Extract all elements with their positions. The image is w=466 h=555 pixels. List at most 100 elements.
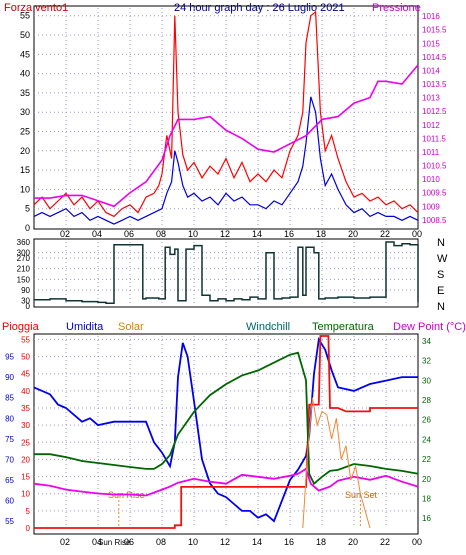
x-tick-label: 04: [92, 229, 102, 239]
x-tick-label: 06: [124, 537, 134, 547]
y-tick-label-direction: 300: [17, 249, 31, 258]
y-tick-label-pressure: 1011.5: [422, 134, 446, 143]
y-tick-label-rain: 30: [21, 421, 30, 430]
y-tick-label-temperature: 24: [422, 435, 431, 444]
x-tick-label: 06: [124, 229, 134, 239]
y-tick-label-temperature: 18: [422, 494, 431, 503]
chart-title: 24 hour graph day : 26 Luglio 2021: [174, 2, 345, 14]
y-tick-label-rain: 55: [21, 335, 30, 344]
legend-temperature: Temperatura: [312, 321, 375, 333]
y-tick-label-rain: 5: [26, 507, 31, 516]
x-tick-label: 10: [188, 537, 198, 547]
legend-rain: Pioggia: [2, 321, 40, 333]
y-tick-label-rain: 25: [21, 438, 30, 447]
y-tick-label-pressure: 1015: [422, 39, 440, 48]
y-tick-label-humidity: 70: [5, 455, 14, 464]
y-tick-label-wind: 35: [20, 88, 30, 98]
y-tick-label-direction: 30: [21, 297, 30, 306]
x-tick-label: 20: [348, 229, 358, 239]
y-tick-label-pressure: 1009: [422, 202, 440, 211]
y-tick-label-rain: 40: [21, 387, 30, 396]
y-tick-label-pressure: 1013.5: [422, 80, 447, 89]
panel-wind-frame: [33, 5, 419, 230]
x-tick-sun-rise: Sun Rise: [98, 538, 131, 547]
x-tick-label: 12: [220, 229, 230, 239]
x-tick-label: 16: [284, 537, 294, 547]
y-tick-label-humidity: 90: [5, 373, 14, 382]
x-tick-label: 02: [60, 537, 70, 547]
x-tick-label: 04: [92, 537, 102, 547]
y-tick-label-wind: 40: [20, 69, 30, 79]
y-tick-label-pressure: 1008.5: [422, 216, 447, 225]
y-tick-label-wind: 25: [20, 127, 30, 137]
panel-direction-frame: [33, 238, 419, 308]
y-tick-label-rain: 20: [21, 455, 30, 464]
compass-label: E: [437, 285, 444, 297]
x-tick-label: 22: [380, 537, 390, 547]
y-tick-label-direction: 270: [17, 254, 31, 263]
series-wind: [33, 96, 419, 225]
y-tick-label-wind: 0: [25, 223, 30, 233]
y-tick-label-pressure: 1016: [422, 12, 440, 21]
y-tick-label-direction: 90: [21, 286, 30, 295]
pressure-axis-label: Pressione: [372, 2, 421, 14]
compass-label: N: [437, 301, 445, 313]
y-tick-label-temperature: 28: [422, 396, 431, 405]
compass-label: N: [437, 237, 445, 249]
x-tick-label: 10: [188, 229, 198, 239]
y-tick-label-direction: 0: [26, 302, 31, 311]
y-tick-label-wind: 20: [20, 146, 30, 156]
series-dew_point: [33, 467, 419, 497]
wind-axis-label: Forza vento1: [4, 2, 68, 14]
legend-windchill: Windchill: [246, 321, 290, 333]
y-tick-label-wind: 10: [20, 184, 30, 194]
y-tick-label-wind: 5: [25, 204, 30, 214]
x-tick-label: 12: [220, 537, 230, 547]
x-tick-label: 18: [316, 229, 326, 239]
series-pressure: [34, 64, 419, 208]
y-tick-label-temperature: 34: [422, 337, 431, 346]
y-tick-label-wind: 50: [20, 30, 30, 40]
y-tick-label-rain: 0: [26, 524, 31, 533]
y-tick-label-wind: 55: [20, 11, 30, 21]
y-tick-label-pressure: 1009.5: [422, 189, 447, 198]
series-solar: [302, 397, 371, 529]
legend-dew-point: Dew Point (°C): [393, 321, 466, 333]
x-tick-label: 14: [252, 537, 262, 547]
panel-temperature-frame: [33, 333, 419, 535]
y-tick-label-pressure: 1010: [422, 175, 440, 184]
y-tick-label-humidity: 55: [5, 517, 14, 526]
panel-wind-pressure: 05101520253035404550551008.510091009.510…: [20, 8, 447, 239]
y-tick-label-temperature: 32: [422, 357, 431, 366]
y-tick-label-pressure: 1012.5: [422, 107, 447, 116]
x-tick-label: 08: [156, 537, 166, 547]
y-tick-label-wind: 30: [20, 107, 30, 117]
y-tick-label-pressure: 1014.5: [422, 53, 447, 62]
y-tick-label-direction: 210: [17, 265, 31, 274]
series-temperature: [34, 351, 419, 486]
y-tick-label-humidity: 65: [5, 476, 14, 485]
panel-temperature-humidity: 0 5 10 15 20 25 30 35 40 45 50 55 55 60 65 70 75 80 85 90 95…: [5, 335, 431, 547]
x-tick-label: 14: [252, 229, 262, 239]
x-tick-label: 20: [348, 537, 358, 547]
y-tick-label-temperature: 22: [422, 455, 431, 464]
y-tick-label-humidity: 80: [5, 414, 14, 423]
x-tick-label: 08: [156, 229, 166, 239]
y-tick-label-temperature: 30: [422, 376, 431, 385]
y-tick-label-wind: 15: [20, 165, 30, 175]
y-tick-label-pressure: 1014: [422, 66, 440, 75]
series-direction: [34, 241, 419, 305]
y-tick-label-temperature: 16: [422, 514, 431, 523]
x-tick-label: 18: [316, 537, 326, 547]
x-tick-label: 00: [412, 229, 422, 239]
y-tick-label-rain: 15: [21, 473, 30, 482]
y-tick-label-humidity: 75: [5, 435, 14, 444]
x-tick-label: 16: [284, 229, 294, 239]
y-tick-label-direction: 360: [17, 238, 31, 247]
y-tick-label-rain: 10: [21, 490, 30, 499]
y-tick-label-direction: 150: [17, 275, 31, 284]
y-tick-label-temperature: 20: [422, 475, 431, 484]
y-tick-label-humidity: 85: [5, 394, 14, 403]
series-humidity: [33, 336, 418, 523]
